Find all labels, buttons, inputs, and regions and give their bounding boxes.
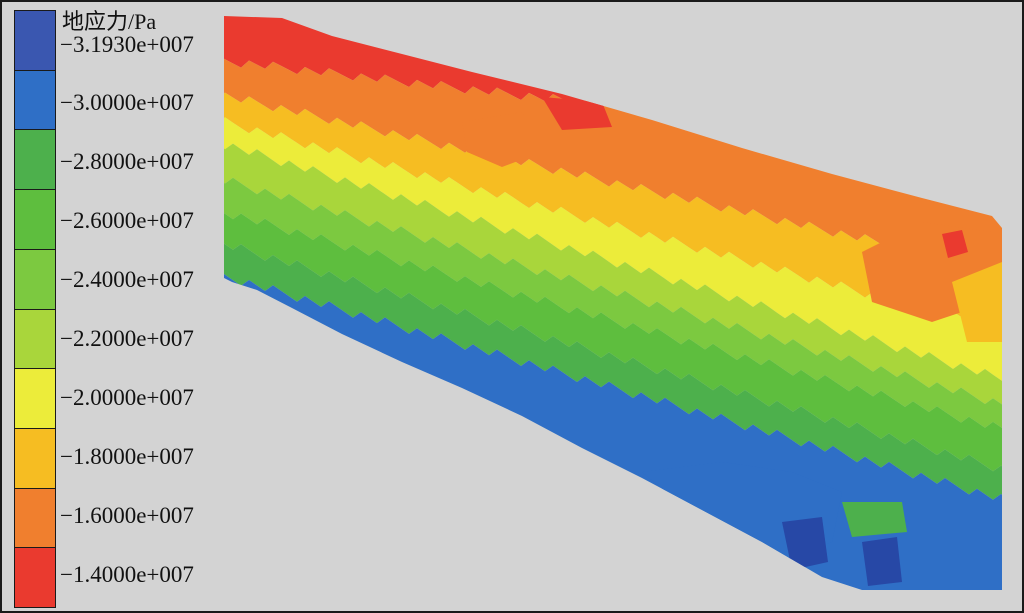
contour-band (224, 117, 1002, 386)
contour-band (224, 143, 1002, 410)
contour-band (224, 92, 1002, 333)
contour-patch (542, 97, 612, 130)
contour-patch (952, 262, 1002, 342)
legend-swatch (15, 249, 55, 310)
legend-label: −1.4000e+007 (60, 562, 194, 587)
legend-swatch (15, 369, 55, 429)
legend-label: −2.8000e+007 (60, 149, 194, 174)
legend-swatch (15, 130, 55, 191)
contour-band (224, 177, 1002, 433)
contour-patch (462, 112, 542, 167)
legend-label: −3.0000e+007 (60, 90, 194, 115)
contour-band (224, 55, 1002, 275)
legend-swatch (15, 309, 55, 370)
contour-patches (462, 97, 1002, 586)
contour-patch (842, 502, 907, 537)
contour-band (224, 238, 1002, 500)
legend-label: −2.0000e+007 (60, 385, 194, 410)
color-legend-bar (14, 10, 56, 608)
legend-label: −2.2000e+007 (60, 326, 194, 351)
legend-swatch (15, 11, 55, 71)
legend-swatch (15, 70, 55, 131)
legend-label: −3.1930e+007 (60, 32, 194, 57)
legend-swatch (15, 190, 55, 250)
legend-title: 地应力/Pa (62, 9, 157, 34)
legend-swatch (15, 548, 55, 608)
legend-label: −2.4000e+007 (60, 267, 194, 292)
contour-patch (782, 517, 828, 570)
legend-label: −2.6000e+007 (60, 208, 194, 233)
legend-swatch (15, 428, 55, 489)
legend-swatch (15, 488, 55, 549)
contour-bands (224, 16, 1002, 590)
legend-label: −1.6000e+007 (60, 503, 194, 528)
legend-label: −1.8000e+007 (60, 444, 194, 469)
contour-patch (862, 537, 902, 586)
contour-band (224, 208, 1002, 472)
contour-patch (942, 230, 968, 258)
